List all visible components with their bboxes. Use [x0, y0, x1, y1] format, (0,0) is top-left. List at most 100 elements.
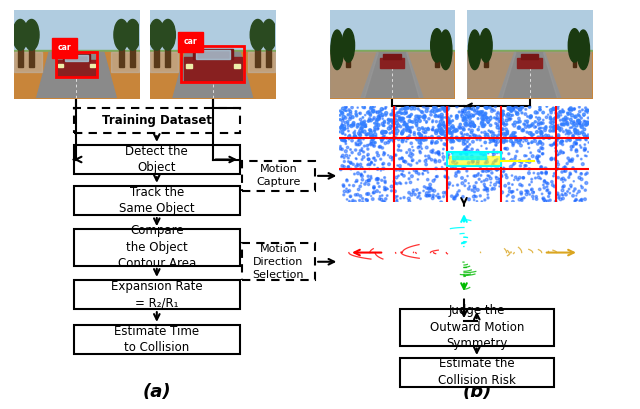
- Point: [572, 153, 582, 159]
- Point: [401, 109, 411, 115]
- Point: [404, 118, 415, 124]
- Point: [417, 125, 428, 131]
- Point: [458, 116, 468, 122]
- Point: [456, 151, 466, 157]
- Point: [365, 127, 375, 133]
- Point: [392, 128, 403, 134]
- Point: [411, 135, 421, 142]
- Point: [440, 173, 450, 180]
- Point: [429, 105, 439, 111]
- Point: [481, 110, 491, 117]
- Point: [340, 119, 351, 126]
- Point: [356, 180, 367, 187]
- Point: [399, 115, 409, 122]
- Point: [394, 173, 404, 179]
- Point: [570, 139, 580, 145]
- Point: [516, 189, 526, 196]
- Point: [486, 135, 496, 142]
- Point: [496, 111, 506, 117]
- Point: [566, 146, 577, 153]
- Point: [490, 163, 500, 169]
- Point: [564, 106, 574, 113]
- Point: [500, 133, 510, 140]
- Point: [557, 138, 568, 144]
- Point: [460, 108, 470, 114]
- FancyBboxPatch shape: [74, 145, 240, 174]
- Point: [584, 139, 594, 146]
- Point: [404, 170, 415, 176]
- Point: [524, 170, 534, 176]
- Point: [349, 122, 359, 128]
- Point: [517, 127, 527, 134]
- Point: [487, 184, 497, 191]
- Point: [465, 121, 476, 128]
- Point: [508, 194, 518, 200]
- Point: [400, 104, 410, 111]
- Point: [497, 108, 508, 115]
- Point: [482, 166, 492, 172]
- Point: [428, 126, 438, 133]
- Bar: [90, 64, 95, 67]
- Point: [572, 141, 582, 148]
- Point: [418, 135, 428, 142]
- Point: [477, 120, 487, 127]
- Point: [337, 163, 348, 169]
- Point: [483, 133, 493, 140]
- Point: [377, 130, 387, 137]
- Point: [489, 151, 499, 157]
- Point: [378, 161, 388, 168]
- Point: [461, 151, 472, 158]
- Point: [365, 162, 375, 168]
- Point: [416, 133, 426, 140]
- Point: [366, 117, 376, 124]
- Point: [470, 173, 481, 179]
- Point: [435, 125, 445, 131]
- Point: [455, 125, 465, 131]
- Point: [387, 157, 397, 164]
- Point: [371, 119, 381, 125]
- Text: (b): (b): [462, 383, 492, 401]
- Point: [485, 129, 495, 135]
- Point: [551, 142, 561, 148]
- Point: [549, 170, 559, 177]
- Point: [438, 119, 449, 125]
- Point: [438, 189, 449, 196]
- Point: [499, 156, 509, 162]
- Point: [531, 109, 541, 116]
- Point: [516, 160, 527, 166]
- Point: [458, 138, 468, 145]
- Point: [515, 174, 525, 181]
- Point: [460, 115, 470, 121]
- Point: [401, 123, 412, 130]
- Point: [408, 124, 418, 130]
- Point: [377, 112, 387, 118]
- Point: [360, 112, 371, 118]
- Point: [369, 143, 380, 149]
- Point: [571, 140, 581, 146]
- Point: [450, 128, 460, 134]
- Point: [479, 181, 490, 188]
- Point: [476, 178, 486, 185]
- Point: [564, 110, 575, 117]
- Point: [364, 118, 374, 124]
- Point: [367, 133, 378, 139]
- Bar: [119, 41, 124, 67]
- Point: [446, 113, 456, 119]
- Point: [431, 158, 441, 165]
- Point: [422, 108, 432, 114]
- Point: [535, 138, 545, 144]
- Point: [532, 153, 543, 160]
- Point: [457, 135, 467, 142]
- Point: [374, 189, 385, 196]
- Point: [484, 173, 494, 180]
- Point: [428, 126, 438, 133]
- Point: [580, 134, 590, 140]
- Point: [343, 121, 353, 127]
- Point: [453, 136, 463, 143]
- Point: [515, 125, 525, 131]
- Point: [387, 118, 397, 125]
- Point: [455, 121, 465, 128]
- Point: [365, 116, 375, 122]
- Point: [361, 131, 371, 138]
- Point: [382, 192, 392, 199]
